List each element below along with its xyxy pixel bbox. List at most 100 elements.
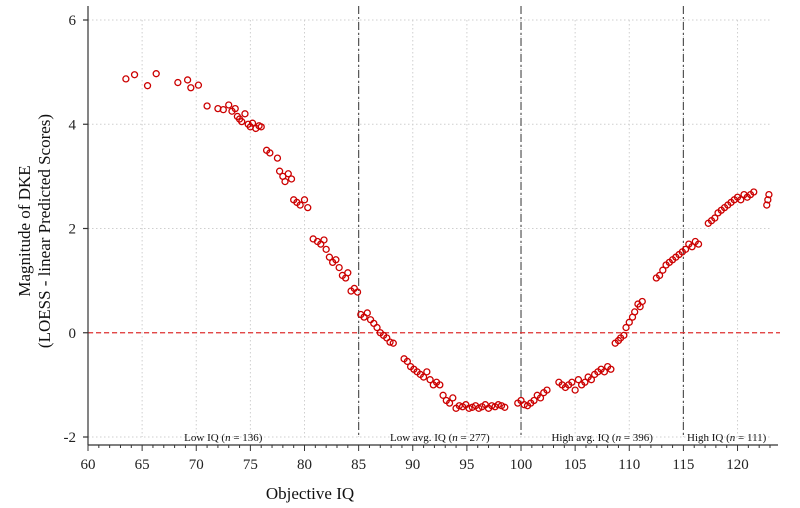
data-point — [219, 106, 227, 114]
y-tick-label: 6 — [69, 13, 77, 29]
data-point — [266, 149, 274, 157]
data-point — [322, 245, 330, 254]
data-point — [194, 81, 203, 89]
x-tick-label: 95 — [459, 457, 474, 473]
data-point — [275, 167, 284, 175]
data-point — [287, 175, 296, 183]
group-labels: Low IQ (n = 136) Low avg. IQ (n = 277) Hig… — [184, 432, 767, 444]
data-point — [659, 266, 667, 274]
data-point — [465, 404, 473, 412]
data-point — [445, 399, 454, 407]
data-points — [122, 70, 773, 412]
data-point — [494, 401, 502, 409]
data-point — [419, 373, 428, 381]
data-point — [187, 84, 195, 92]
x-tick-label: 90 — [405, 457, 420, 473]
data-point — [225, 101, 233, 109]
y-tick-label: 0 — [69, 326, 77, 342]
data-point — [536, 394, 545, 402]
data-point — [389, 339, 397, 347]
data-point — [737, 196, 745, 204]
data-point — [386, 338, 394, 346]
data-point — [607, 365, 615, 373]
x-tick-label: 60 — [81, 457, 96, 473]
data-point — [231, 104, 239, 113]
data-point — [765, 190, 773, 199]
data-point — [238, 117, 246, 126]
data-point — [750, 188, 758, 196]
data-point — [241, 110, 249, 118]
x-tick-label: 120 — [726, 457, 749, 473]
data-point — [631, 308, 639, 316]
data-point — [655, 271, 664, 280]
data-point — [574, 376, 583, 384]
data-point — [681, 245, 690, 254]
y-axis-title: Magnitude of DKE (LOESS - linear Predict… — [15, 114, 54, 348]
y-tick-label: -2 — [64, 430, 77, 446]
data-point — [543, 386, 551, 394]
data-point — [143, 82, 152, 90]
group-label: High avg. IQ (n = 396) — [551, 432, 653, 444]
data-point — [353, 288, 362, 296]
data-point — [248, 119, 257, 127]
data-point — [183, 76, 192, 84]
y-axis-title-line1: Magnitude of DKE — [15, 165, 34, 296]
data-point — [520, 401, 528, 409]
data-point — [281, 177, 289, 186]
x-tick-label: 70 — [189, 457, 204, 473]
data-point — [571, 386, 579, 394]
data-point — [436, 381, 444, 389]
axes — [83, 6, 778, 451]
data-point — [688, 243, 696, 251]
y-axis-title-line2: (LOESS - linear Predicted Scores) — [35, 114, 54, 348]
tick-labels: -2 0 2 4 6 60 65 70 75 80 85 90 95 100 105 110 115 120 — [64, 13, 749, 473]
data-point — [332, 256, 340, 264]
data-point — [284, 170, 292, 178]
data-point — [273, 154, 282, 162]
x-tick-label: 100 — [510, 457, 533, 473]
data-point — [530, 396, 538, 405]
data-point — [203, 102, 211, 110]
reference-lines — [88, 6, 780, 437]
data-point — [638, 297, 646, 306]
data-point — [304, 203, 312, 212]
x-tick-label: 105 — [564, 457, 587, 473]
x-axis-title: Objective IQ — [266, 484, 354, 503]
data-point — [620, 331, 628, 340]
y-tick-label: 4 — [69, 117, 77, 133]
data-point — [130, 71, 139, 79]
data-point — [587, 376, 596, 384]
x-tick-label: 75 — [243, 457, 258, 473]
group-label: High IQ (n = 111) — [687, 432, 767, 444]
data-point — [363, 309, 371, 317]
data-point — [581, 378, 589, 386]
data-point — [403, 357, 411, 366]
data-point — [174, 78, 182, 87]
data-point — [600, 368, 609, 376]
data-point — [152, 70, 160, 78]
data-point — [625, 318, 633, 326]
data-point — [501, 403, 509, 411]
data-point — [373, 323, 381, 332]
data-point — [320, 236, 328, 244]
data-point — [711, 214, 719, 222]
x-tick-label: 115 — [672, 457, 694, 473]
data-point — [694, 240, 703, 248]
y-tick-label: 2 — [69, 222, 77, 238]
data-point — [296, 201, 304, 209]
data-point — [622, 323, 630, 332]
data-point — [344, 269, 352, 277]
data-point — [122, 75, 130, 83]
data-point — [439, 391, 447, 399]
x-tick-label: 110 — [618, 457, 640, 473]
group-label: Low avg. IQ (n = 277) — [390, 432, 490, 444]
data-point — [568, 378, 576, 386]
x-tick-label: 85 — [351, 457, 366, 473]
group-label: Low IQ (n = 136) — [184, 432, 263, 444]
x-tick-label: 65 — [135, 457, 150, 473]
data-point — [300, 196, 309, 204]
data-point — [257, 123, 265, 131]
data-point — [426, 376, 434, 384]
data-point — [423, 368, 431, 376]
